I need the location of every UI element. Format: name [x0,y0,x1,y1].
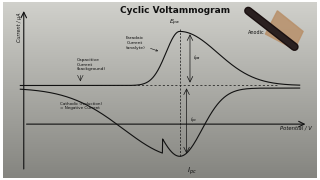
Polygon shape [265,11,303,50]
Text: $E_{pa}$: $E_{pa}$ [169,17,180,28]
Text: Current / μA: Current / μA [17,12,22,42]
Text: Cathodic (reduction)
= Negative Current: Cathodic (reduction) = Negative Current [60,102,102,110]
Text: Anodic: Anodic [248,30,265,35]
Text: $I_{pc}$: $I_{pc}$ [187,165,196,177]
Text: $i_{pa}$: $i_{pa}$ [193,53,202,64]
Text: $i_{pc}$: $i_{pc}$ [190,116,198,126]
Text: Cyclic Voltammogram: Cyclic Voltammogram [119,6,230,15]
Text: Faradaic
Current
(analyte): Faradaic Current (analyte) [125,36,158,51]
Text: Potential / V: Potential / V [280,125,312,130]
Text: Capacitive
Current
(background): Capacitive Current (background) [77,58,106,71]
